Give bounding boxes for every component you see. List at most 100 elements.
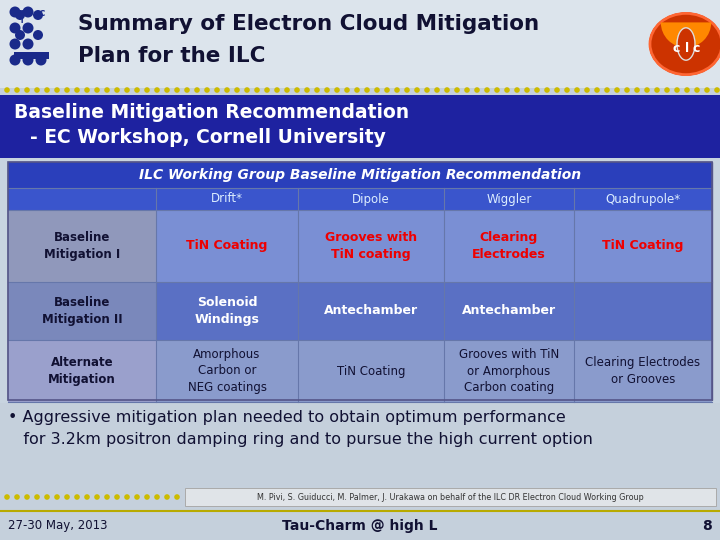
Text: M. Pivi, S. Guiducci, M. Palmer, J. Urakawa on behalf of the ILC DR Electron Clo: M. Pivi, S. Guiducci, M. Palmer, J. Urak… [257,492,644,502]
Circle shape [544,87,550,93]
Circle shape [324,87,330,93]
Circle shape [494,87,500,93]
Text: c: c [693,42,700,55]
Circle shape [584,87,590,93]
Circle shape [134,87,140,93]
Circle shape [594,87,600,93]
Circle shape [44,494,50,500]
Circle shape [114,494,120,500]
Circle shape [184,87,190,93]
Circle shape [4,494,10,500]
Circle shape [254,87,260,93]
Circle shape [704,87,710,93]
Text: Plan for the ILC: Plan for the ILC [78,46,266,66]
Circle shape [674,87,680,93]
Text: Amorphous
Carbon or
NEG coatings: Amorphous Carbon or NEG coatings [187,348,266,394]
Circle shape [24,87,30,93]
Text: TiN Coating: TiN Coating [603,240,684,253]
Circle shape [714,87,720,93]
Circle shape [15,30,25,40]
Circle shape [174,87,180,93]
Text: ILC Working Group Baseline Mitigation Recommendation: ILC Working Group Baseline Mitigation Re… [139,168,581,182]
Circle shape [665,87,670,93]
Text: Tau-Charm @ high L: Tau-Charm @ high L [282,519,438,533]
Circle shape [35,87,40,93]
Circle shape [22,55,34,65]
Text: Drift*: Drift* [211,192,243,206]
Circle shape [35,494,40,500]
Circle shape [624,87,630,93]
Circle shape [22,38,34,50]
Text: Clearing Electrodes
or Grooves: Clearing Electrodes or Grooves [585,356,701,386]
Text: Quadrupole*: Quadrupole* [606,192,680,206]
Bar [185,488,716,506]
Bar [0,158,720,403]
Text: Clearing
Electrodes: Clearing Electrodes [472,231,546,261]
Circle shape [434,87,440,93]
Circle shape [604,87,610,93]
Circle shape [454,87,460,93]
Circle shape [334,87,340,93]
Circle shape [354,87,360,93]
Circle shape [614,87,620,93]
Circle shape [484,87,490,93]
Bar [0,95,720,158]
Circle shape [215,87,220,93]
Circle shape [694,87,700,93]
Text: Solenoid
Windings: Solenoid Windings [194,296,259,326]
Circle shape [395,87,400,93]
Circle shape [64,87,70,93]
Circle shape [384,87,390,93]
Bar [10,6,68,78]
Circle shape [504,87,510,93]
Circle shape [514,87,520,93]
Text: Antechamber: Antechamber [324,305,418,318]
Text: Grooves with
TiN coating: Grooves with TiN coating [325,231,417,261]
Circle shape [684,87,690,93]
Text: TiN Coating: TiN Coating [337,364,405,377]
Circle shape [104,494,110,500]
Ellipse shape [677,28,695,60]
Circle shape [294,87,300,93]
Circle shape [9,55,20,65]
Text: 27-30 May, 2013: 27-30 May, 2013 [8,519,107,532]
Circle shape [104,87,110,93]
Text: TiN Coating: TiN Coating [186,240,268,253]
Circle shape [404,87,410,93]
FancyArrow shape [14,51,49,58]
Text: 8: 8 [702,519,712,533]
Text: Dipole: Dipole [352,192,390,206]
Circle shape [274,87,280,93]
Bar [8,282,712,340]
Bar [8,210,156,282]
Circle shape [524,87,530,93]
Circle shape [54,87,60,93]
Circle shape [144,494,150,500]
Circle shape [94,494,100,500]
Circle shape [9,23,20,33]
Circle shape [654,87,660,93]
Circle shape [74,87,80,93]
Bar [8,162,712,400]
Circle shape [154,494,160,500]
Circle shape [244,87,250,93]
Circle shape [234,87,240,93]
Circle shape [554,87,560,93]
Circle shape [15,10,25,20]
Circle shape [414,87,420,93]
Bar [8,210,712,282]
Circle shape [33,30,43,40]
Circle shape [22,6,34,17]
Bar [0,0,720,88]
Text: i l c: i l c [12,8,46,18]
Circle shape [534,87,540,93]
Text: •|•: •|• [12,10,32,23]
Circle shape [564,87,570,93]
Bar [8,282,156,340]
Circle shape [464,87,470,93]
Text: • Aggressive mitigation plan needed to obtain optimum performance: • Aggressive mitigation plan needed to o… [8,410,566,425]
Text: Summary of Electron Cloud Mitigation: Summary of Electron Cloud Mitigation [78,14,539,34]
Text: Alternate
Mitigation: Alternate Mitigation [48,356,116,386]
Circle shape [284,87,289,93]
Circle shape [644,87,649,93]
